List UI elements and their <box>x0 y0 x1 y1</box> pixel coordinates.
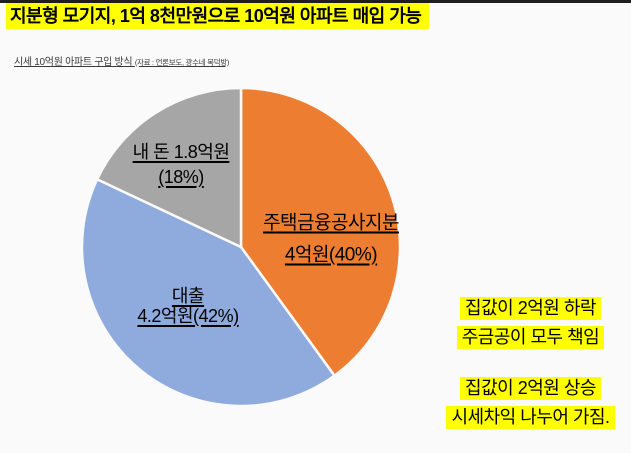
page-title: 지분형 모기지, 1억 8천만원으로 10억원 아파트 매입 가능 <box>6 3 430 29</box>
pie-label-own-money-name: 내 돈 1.8억원 <box>132 142 230 162</box>
pie-label-share-name: 주택금융공사지분 <box>263 212 399 234</box>
chart-subtitle: 시세 10억원 아파트 구입 방식 (자료 : 언론보도, 광수네 복덕방) <box>14 52 229 70</box>
pie-label-share-value: 4억원(40%) <box>284 244 378 266</box>
pie-chart <box>80 86 402 408</box>
pie-label-loan-name: 대출 <box>171 286 205 306</box>
top-border-strip <box>0 0 631 3</box>
pie-label-own-money-value: (18%) <box>158 167 204 187</box>
callout-price-drop-line1: 집값이 2억원 하락 <box>460 297 601 320</box>
callout-price-rise-line2: 시세차익 나누어 가짐. <box>446 406 615 429</box>
chart-subtitle-text: 시세 10억원 아파트 구입 방식 <box>14 57 135 68</box>
callout-price-rise-line1: 집값이 2억원 상승 <box>460 377 601 400</box>
pie-label-share: 주택금융공사지분 4억원(40%) <box>263 203 399 272</box>
pie-slice-0 <box>239 86 402 377</box>
pie-slice-1 <box>80 178 336 408</box>
pie-label-loan: 대출 4.2억원(42%) <box>137 286 239 326</box>
callouts-column: 집값이 2억원 하락 주금공이 모두 책임 집값이 2억원 상승 시세차익 나누… <box>430 0 631 453</box>
callout-price-drop: 집값이 2억원 하락 주금공이 모두 책임 <box>430 294 631 352</box>
callout-price-drop-line2: 주금공이 모두 책임 <box>456 326 605 349</box>
pie-label-own-money: 내 돈 1.8억원 (18%) <box>133 140 230 190</box>
pie-chart-area: 주택금융공사지분 4억원(40%) 대출 4.2억원(42%) 내 돈 1.8억… <box>80 86 402 408</box>
callout-price-rise: 집값이 2억원 상승 시세차익 나누어 가짐. <box>430 374 631 432</box>
chart-source-note: (자료 : 언론보도, 광수네 복덕방) <box>134 58 230 67</box>
pie-label-loan-value: 4.2억원(42%) <box>137 306 239 326</box>
pie-slice-2 <box>95 86 243 249</box>
